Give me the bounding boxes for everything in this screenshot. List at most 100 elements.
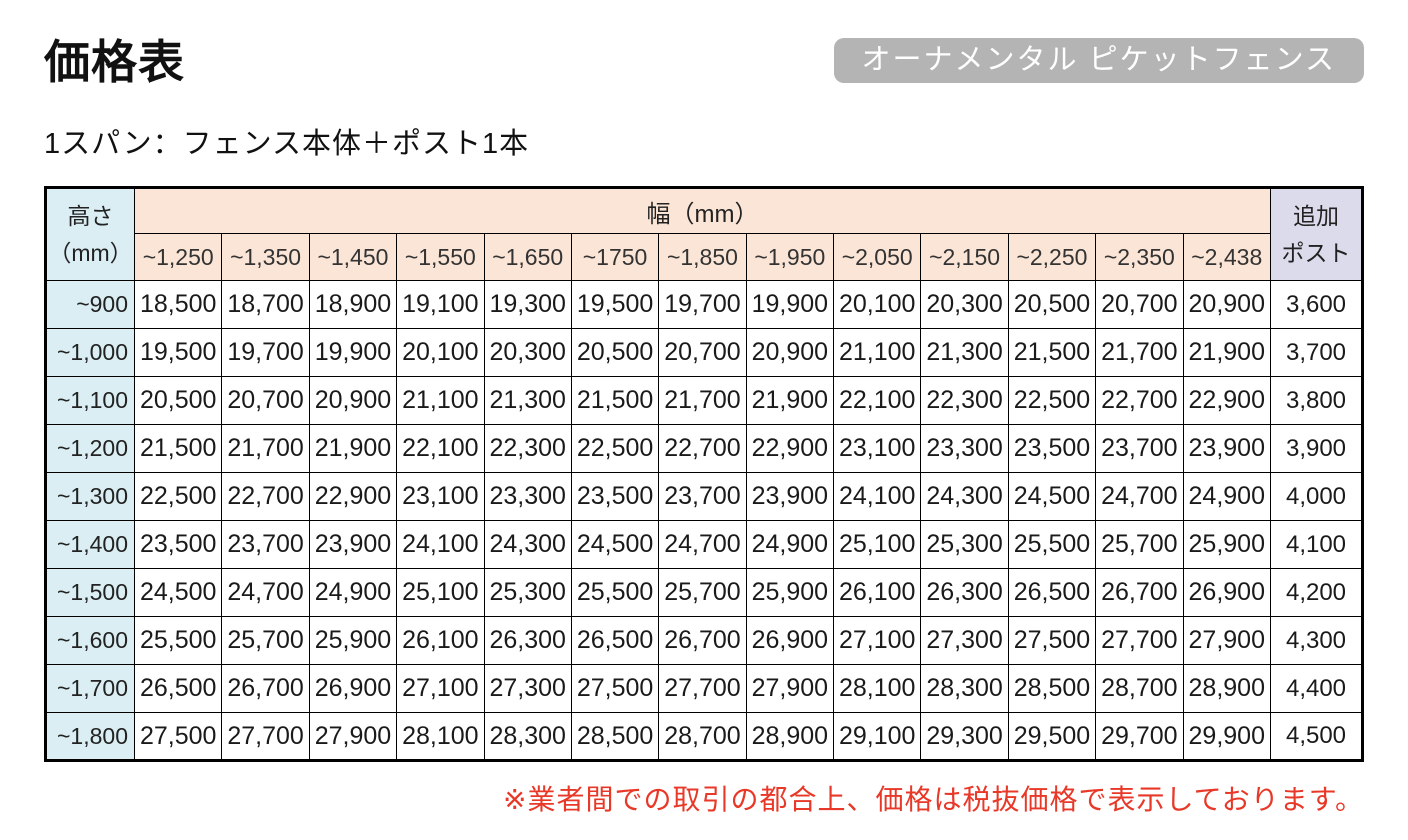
page-header: 価格表 オーナメンタル ピケットフェンス: [44, 0, 1364, 92]
price-cell: 27,500: [1007, 616, 1097, 665]
price-cell: 27,100: [832, 616, 922, 665]
price-cell: 27,700: [221, 712, 310, 761]
price-cell: 26,100: [832, 568, 922, 617]
width-header-cell: ~1750: [570, 233, 660, 281]
price-cell: 26,700: [658, 616, 747, 665]
extra-post-cell: 3,600: [1270, 280, 1363, 329]
price-cell: 21,300: [483, 376, 572, 425]
price-cell: 23,700: [658, 472, 747, 521]
price-cell: 20,700: [1095, 280, 1184, 329]
price-cell: 26,900: [1182, 568, 1271, 617]
price-cell: 22,900: [745, 424, 835, 473]
price-cell: 28,700: [658, 712, 747, 761]
extra-post-label-line2: ポスト: [1281, 239, 1351, 266]
price-cell: 28,500: [1007, 664, 1097, 713]
price-cell: 23,700: [1095, 424, 1184, 473]
price-row: ~1,800 27,500 27,700 27,900 28,100 28,300 28,5…: [45, 712, 1363, 761]
width-header-cell: ~2,150: [920, 233, 1009, 281]
price-cell: 21,500: [1007, 328, 1097, 377]
price-cell: 28,500: [570, 712, 660, 761]
height-label-cell: ~1,700: [45, 664, 135, 713]
price-cell: 24,100: [832, 472, 922, 521]
width-header-cell: ~1,950: [745, 233, 835, 281]
width-headers-row: ~1,250 ~1,350 ~1,450 ~1,550 ~1,650 ~1750 ~1,85…: [46, 233, 1363, 281]
price-table-head: 高さ （mm） 幅（mm） 追加 ポスト ~1,250 ~1,350 ~1,450 ~…: [45, 187, 1363, 281]
price-cell: 26,500: [1007, 568, 1097, 617]
price-cell: 24,500: [133, 568, 223, 617]
price-cell: 26,700: [1095, 568, 1184, 617]
price-cell: 23,900: [745, 472, 835, 521]
price-cell: 21,700: [221, 424, 310, 473]
price-cell: 22,700: [221, 472, 310, 521]
price-cell: 23,900: [1182, 424, 1271, 473]
price-cell: 25,500: [1007, 520, 1097, 569]
price-cell: 19,700: [221, 328, 310, 377]
price-cell: 29,900: [1182, 712, 1271, 761]
price-cell: 24,900: [745, 520, 835, 569]
price-cell: 26,300: [483, 616, 572, 665]
price-cell: 26,900: [308, 664, 398, 713]
price-cell: 20,300: [920, 280, 1009, 329]
price-cell: 18,500: [133, 280, 223, 329]
group-header-row: 高さ （mm） 幅（mm） 追加 ポスト: [45, 187, 1363, 281]
price-cell: 28,300: [920, 664, 1009, 713]
price-cell: 20,900: [1182, 280, 1271, 329]
price-table-body: ~900 18,500 18,700 18,900 19,100 19,300 19,500…: [45, 280, 1363, 761]
width-header-cell: ~1,250: [133, 233, 223, 281]
price-cell: 27,900: [308, 712, 398, 761]
height-header-label-line2: （mm）: [48, 239, 133, 266]
height-label-cell: ~1,600: [45, 616, 135, 665]
width-group-header: 幅（mm）: [134, 187, 1271, 234]
price-cell: 19,700: [658, 280, 747, 329]
price-cell: 25,100: [396, 568, 485, 617]
price-cell: 22,700: [658, 424, 747, 473]
price-cell: 19,500: [570, 280, 660, 329]
price-row: ~1,400 23,500 23,700 23,900 24,100 24,300 24,5…: [45, 520, 1363, 569]
page-title: 価格表: [44, 36, 185, 88]
price-cell: 21,900: [1182, 328, 1271, 377]
price-cell: 28,900: [745, 712, 835, 761]
price-cell: 27,700: [1095, 616, 1184, 665]
price-row: ~1,000 19,500 19,700 19,900 20,100 20,300 20,5…: [45, 328, 1363, 377]
extra-post-cell: 3,700: [1270, 328, 1363, 377]
width-header-cell: ~1,850: [658, 233, 747, 281]
height-header-label-line1: 高さ: [67, 202, 114, 229]
price-cell: 26,300: [920, 568, 1009, 617]
price-cell: 24,900: [1182, 472, 1271, 521]
width-header-cell: ~2,250: [1007, 233, 1097, 281]
price-cell: 24,300: [920, 472, 1009, 521]
price-row: ~900 18,500 18,700 18,900 19,100 19,300 19,500…: [45, 280, 1363, 329]
price-cell: 22,500: [1007, 376, 1097, 425]
price-cell: 18,900: [308, 280, 398, 329]
price-cell: 24,700: [1095, 472, 1184, 521]
price-cell: 25,100: [832, 520, 922, 569]
price-cell: 26,500: [133, 664, 223, 713]
price-cell: 19,300: [483, 280, 572, 329]
price-cell: 21,100: [832, 328, 922, 377]
price-cell: 19,100: [396, 280, 485, 329]
price-row: ~1,100 20,500 20,700 20,900 21,100 21,300 21,5…: [45, 376, 1363, 425]
price-cell: 20,900: [308, 376, 398, 425]
price-cell: 25,500: [570, 568, 660, 617]
price-cell: 23,500: [570, 472, 660, 521]
height-label-cell: ~1,400: [45, 520, 135, 569]
price-row: ~1,700 26,500 26,700 26,900 27,100 27,300 27,5…: [45, 664, 1363, 713]
price-cell: 26,900: [745, 616, 835, 665]
price-cell: 27,300: [920, 616, 1009, 665]
price-cell: 21,700: [658, 376, 747, 425]
height-header-cell: 高さ （mm）: [45, 187, 135, 281]
price-cell: 28,900: [1182, 664, 1271, 713]
price-cell: 24,700: [658, 520, 747, 569]
price-cell: 26,500: [570, 616, 660, 665]
price-cell: 20,100: [396, 328, 485, 377]
price-cell: 25,900: [745, 568, 835, 617]
price-cell: 23,100: [396, 472, 485, 521]
product-badge: オーナメンタル ピケットフェンス: [833, 38, 1364, 83]
price-cell: 19,900: [308, 328, 398, 377]
price-cell: 21,500: [570, 376, 660, 425]
price-row: ~1,300 22,500 22,700 22,900 23,100 23,300 23,5…: [45, 472, 1363, 521]
height-label-cell: ~1,300: [45, 472, 135, 521]
price-cell: 29,100: [832, 712, 922, 761]
price-table: 高さ （mm） 幅（mm） 追加 ポスト ~1,250 ~1,350 ~1,450 ~…: [44, 186, 1364, 762]
price-cell: 23,700: [221, 520, 310, 569]
